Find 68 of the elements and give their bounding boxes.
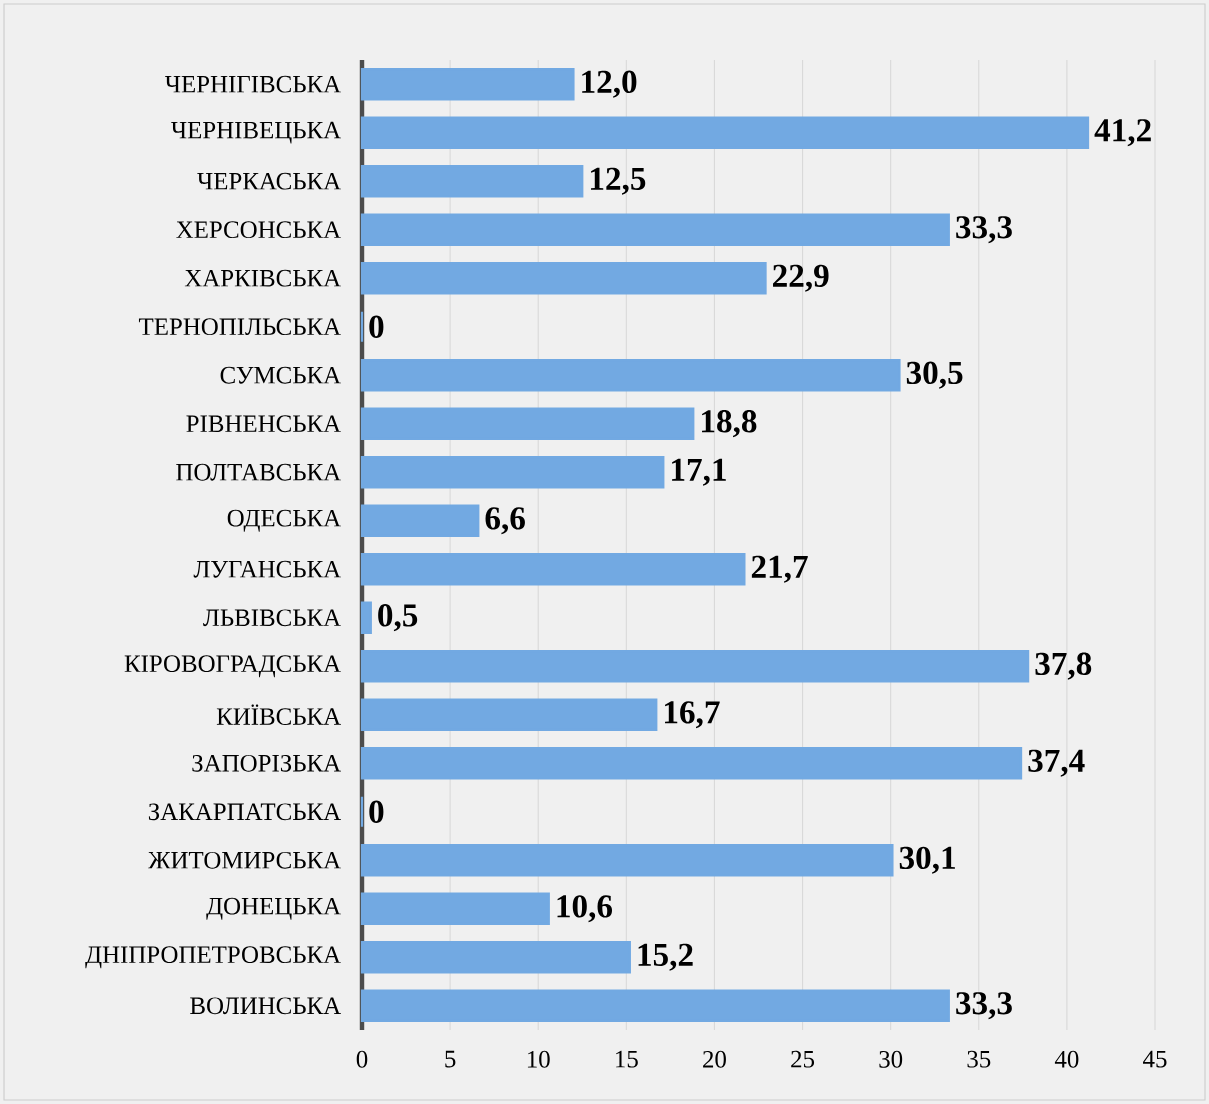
data-label: 0 bbox=[369, 315, 384, 338]
y-tick-label: ЗАКАРПАТСЬКА bbox=[148, 803, 341, 821]
x-tick-label: 20 bbox=[703, 1050, 726, 1068]
x-tick-label: 25 bbox=[791, 1050, 815, 1068]
data-label: 37,8 bbox=[1035, 652, 1092, 680]
y-tick-label: КИЇВСЬКА bbox=[216, 704, 341, 726]
bar bbox=[360, 407, 695, 440]
x-tick-label: 30 bbox=[879, 1050, 903, 1068]
data-label: 22,9 bbox=[773, 264, 829, 292]
x-tick-label: 45 bbox=[1143, 1050, 1167, 1068]
y-tick-label: СУМСЬКА bbox=[220, 366, 341, 384]
y-tick-label: ЛЬВІВСЬКА bbox=[203, 609, 341, 627]
bar bbox=[360, 456, 665, 489]
y-tick-label: ЛУГАНСЬКА bbox=[193, 560, 341, 578]
y-tick-label: ДОНЕЦЬКА bbox=[206, 897, 341, 920]
x-tick-label: 0 bbox=[356, 1050, 368, 1068]
data-label: 0 bbox=[369, 800, 384, 823]
y-tick-label: ВОЛИНСЬКА bbox=[190, 997, 341, 1015]
data-label: 37,4 bbox=[1028, 749, 1085, 777]
bar bbox=[360, 989, 950, 1022]
bar bbox=[360, 698, 658, 731]
bar bbox=[360, 892, 550, 925]
data-label: 18,8 bbox=[702, 410, 757, 438]
data-label: 16,7 bbox=[665, 701, 720, 729]
x-tick-label: 10 bbox=[527, 1050, 550, 1068]
y-tick-label: ДНІПРОПЕТРОВСЬКА bbox=[85, 946, 341, 969]
y-tick-label: ЧЕРНІГІВСЬКА bbox=[165, 75, 341, 93]
bar bbox=[360, 747, 1023, 780]
y-tick-label: КІРОВОГРАДСЬКА bbox=[124, 655, 341, 678]
bar bbox=[360, 504, 480, 537]
data-label: 12,5 bbox=[591, 167, 646, 195]
data-label: 33,3 bbox=[956, 216, 1012, 244]
data-label: 12,0 bbox=[582, 70, 637, 98]
bar bbox=[360, 601, 372, 634]
data-label: 30,1 bbox=[899, 846, 955, 874]
data-label: 17,1 bbox=[672, 458, 726, 486]
bar bbox=[360, 553, 746, 586]
y-tick-label: ТЕРНОПІЛЬСЬКА bbox=[138, 318, 341, 336]
data-label: 21,7 bbox=[751, 555, 808, 583]
data-label: 15,2 bbox=[638, 943, 693, 971]
x-tick-label: 35 bbox=[967, 1050, 991, 1068]
y-tick-label: ЧЕРНІВЕЦЬКА bbox=[171, 121, 341, 144]
data-label: 0,5 bbox=[378, 604, 418, 632]
y-tick-label: ЧЕРКАСЬКА bbox=[197, 172, 341, 190]
bar bbox=[360, 359, 901, 392]
bar bbox=[360, 650, 1030, 683]
y-tick-label: ОДЕСЬКА bbox=[227, 509, 341, 532]
bar bbox=[360, 165, 584, 198]
y-tick-label: ПОЛТАВСЬКА bbox=[176, 463, 341, 481]
data-label: 33,3 bbox=[956, 992, 1012, 1020]
data-label: 30,5 bbox=[906, 361, 963, 389]
y-tick-label: ХЕРСОНСЬКА bbox=[176, 221, 341, 239]
bar bbox=[360, 262, 767, 295]
bar bbox=[360, 941, 631, 974]
data-label: 41,2 bbox=[1094, 119, 1151, 147]
data-label: 6,6 bbox=[485, 507, 525, 535]
y-tick-label: РІВНЕНСЬКА bbox=[186, 415, 341, 433]
y-tick-label: ЖИТОМИРСЬКА bbox=[148, 851, 341, 869]
data-label: 10,6 bbox=[557, 895, 613, 923]
y-tick-label: ЗАПОРІЗЬКА bbox=[192, 754, 341, 772]
x-tick-label: 15 bbox=[616, 1050, 638, 1068]
bar bbox=[360, 116, 1090, 149]
x-tick-label: 5 bbox=[445, 1050, 456, 1068]
bar bbox=[360, 68, 575, 101]
bar bbox=[360, 213, 950, 246]
x-tick-label: 40 bbox=[1054, 1050, 1079, 1068]
bar bbox=[360, 844, 894, 877]
y-tick-label: ХАРКІВСЬКА bbox=[184, 269, 341, 287]
